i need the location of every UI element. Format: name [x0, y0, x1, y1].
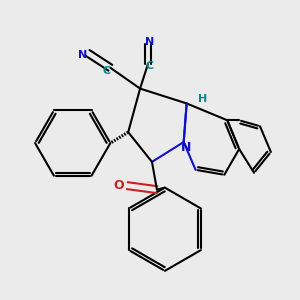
Text: N: N: [181, 140, 191, 154]
Text: C: C: [102, 66, 110, 76]
Text: N: N: [146, 37, 154, 47]
Text: N: N: [78, 50, 87, 60]
Text: C: C: [146, 61, 154, 71]
Text: O: O: [113, 179, 124, 192]
Text: H: H: [198, 94, 207, 104]
